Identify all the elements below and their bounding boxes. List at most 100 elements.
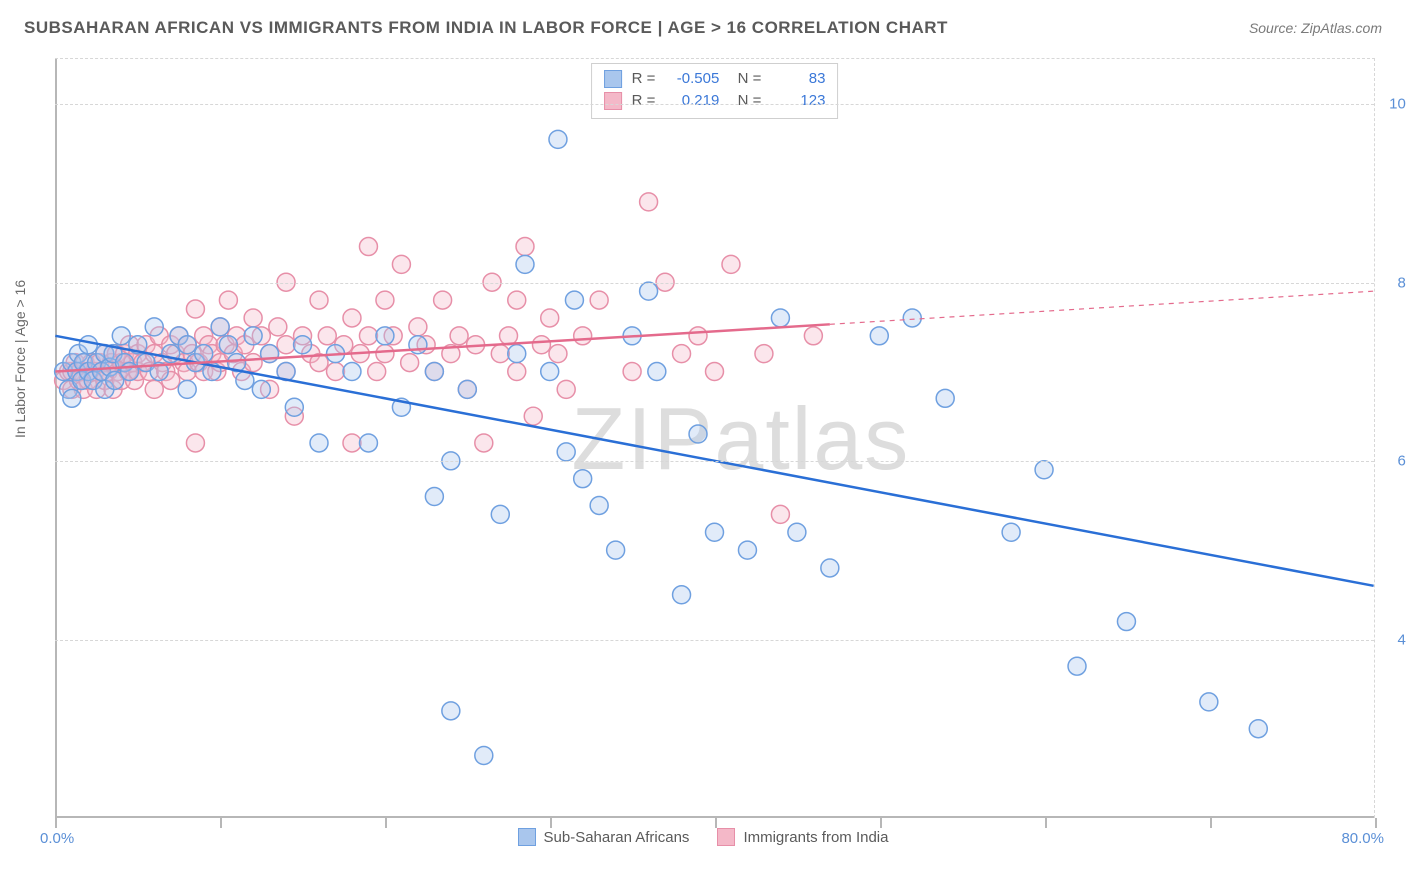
swatch-india bbox=[717, 828, 735, 846]
scatter-point-subsaharan bbox=[425, 363, 443, 381]
scatter-point-subsaharan bbox=[178, 336, 196, 354]
x-tick bbox=[550, 818, 552, 828]
scatter-point-subsaharan bbox=[343, 363, 361, 381]
scatter-point-subsaharan bbox=[788, 523, 806, 541]
scatter-point-subsaharan bbox=[771, 309, 789, 327]
scatter-point-india bbox=[771, 505, 789, 523]
scatter-point-india bbox=[269, 318, 287, 336]
scatter-point-subsaharan bbox=[648, 363, 666, 381]
scatter-point-india bbox=[640, 193, 658, 211]
scatter-point-subsaharan bbox=[516, 255, 534, 273]
scatter-point-india bbox=[244, 354, 262, 372]
scatter-point-india bbox=[450, 327, 468, 345]
scatter-point-subsaharan bbox=[640, 282, 658, 300]
x-tick bbox=[715, 818, 717, 828]
chart-svg bbox=[55, 59, 1374, 818]
x-tick bbox=[1210, 818, 1212, 828]
scatter-point-subsaharan bbox=[425, 488, 443, 506]
y-axis-title: In Labor Force | Age > 16 bbox=[12, 280, 28, 438]
scatter-point-india bbox=[145, 380, 163, 398]
stat-n-label: N = bbox=[729, 68, 761, 90]
scatter-point-india bbox=[475, 434, 493, 452]
scatter-point-subsaharan bbox=[689, 425, 707, 443]
scatter-point-subsaharan bbox=[607, 541, 625, 559]
scatter-point-india bbox=[368, 363, 386, 381]
scatter-point-india bbox=[508, 291, 526, 309]
chart-title: SUBSAHARAN AFRICAN VS IMMIGRANTS FROM IN… bbox=[24, 18, 948, 38]
scatter-point-subsaharan bbox=[121, 363, 139, 381]
scatter-point-subsaharan bbox=[1249, 720, 1267, 738]
x-tick bbox=[385, 818, 387, 828]
scatter-point-subsaharan bbox=[475, 747, 493, 765]
scatter-point-india bbox=[623, 363, 641, 381]
gridline-h bbox=[55, 640, 1374, 641]
scatter-point-india bbox=[524, 407, 542, 425]
scatter-point-subsaharan bbox=[178, 380, 196, 398]
stat-n-label: N = bbox=[729, 90, 761, 112]
y-tick-label: 80.0% bbox=[1380, 274, 1406, 291]
scatter-point-india bbox=[401, 354, 419, 372]
scatter-point-subsaharan bbox=[458, 380, 476, 398]
scatter-point-india bbox=[541, 309, 559, 327]
scatter-point-india bbox=[186, 434, 204, 452]
scatter-point-india bbox=[574, 327, 592, 345]
stat-r-label: R = bbox=[632, 90, 656, 112]
scatter-point-subsaharan bbox=[1117, 613, 1135, 631]
stat-r-label: R = bbox=[632, 68, 656, 90]
trendline-dashed-india bbox=[830, 291, 1374, 324]
scatter-point-subsaharan bbox=[557, 443, 575, 461]
legend-label: Sub-Saharan Africans bbox=[544, 829, 690, 846]
scatter-point-india bbox=[491, 345, 509, 363]
scatter-point-india bbox=[376, 291, 394, 309]
scatter-point-subsaharan bbox=[549, 130, 567, 148]
scatter-point-subsaharan bbox=[376, 327, 394, 345]
scatter-point-subsaharan bbox=[738, 541, 756, 559]
scatter-point-subsaharan bbox=[359, 434, 377, 452]
gridline-h bbox=[55, 461, 1374, 462]
scatter-point-subsaharan bbox=[903, 309, 921, 327]
scatter-point-subsaharan bbox=[219, 336, 237, 354]
scatter-point-subsaharan bbox=[541, 363, 559, 381]
x-tick bbox=[1375, 818, 1377, 828]
stat-n-value-india: 123 bbox=[771, 90, 825, 112]
scatter-point-subsaharan bbox=[565, 291, 583, 309]
scatter-point-india bbox=[549, 345, 567, 363]
scatter-point-subsaharan bbox=[294, 336, 312, 354]
scatter-point-india bbox=[557, 380, 575, 398]
legend-label: Immigrants from India bbox=[743, 829, 888, 846]
scatter-point-subsaharan bbox=[244, 327, 262, 345]
scatter-point-subsaharan bbox=[508, 345, 526, 363]
swatch-subsaharan bbox=[518, 828, 536, 846]
scatter-point-india bbox=[500, 327, 518, 345]
scatter-point-subsaharan bbox=[285, 398, 303, 416]
scatter-point-subsaharan bbox=[211, 318, 229, 336]
scatter-point-india bbox=[186, 300, 204, 318]
scatter-point-subsaharan bbox=[79, 336, 97, 354]
scatter-point-india bbox=[755, 345, 773, 363]
stat-n-value-subsaharan: 83 bbox=[771, 68, 825, 90]
scatter-point-subsaharan bbox=[252, 380, 270, 398]
scatter-point-subsaharan bbox=[1035, 461, 1053, 479]
scatter-point-india bbox=[434, 291, 452, 309]
swatch-india bbox=[604, 92, 622, 110]
gridline-h bbox=[55, 104, 1374, 105]
scatter-point-india bbox=[392, 255, 410, 273]
scatter-point-india bbox=[359, 327, 377, 345]
scatter-point-india bbox=[277, 336, 295, 354]
y-tick-label: 60.0% bbox=[1380, 453, 1406, 470]
y-tick-label: 40.0% bbox=[1380, 632, 1406, 649]
scatter-point-subsaharan bbox=[195, 345, 213, 363]
scatter-point-subsaharan bbox=[1002, 523, 1020, 541]
y-tick-label: 100.0% bbox=[1380, 95, 1406, 112]
x-tick bbox=[1045, 818, 1047, 828]
scatter-point-india bbox=[219, 291, 237, 309]
title-bar: SUBSAHARAN AFRICAN VS IMMIGRANTS FROM IN… bbox=[24, 18, 1382, 38]
scatter-point-subsaharan bbox=[590, 496, 608, 514]
scatter-point-india bbox=[722, 255, 740, 273]
plot-area: ZIPatlas R = -0.505 N = 83 R = 0.219 N =… bbox=[55, 58, 1375, 818]
legend-item-subsaharan: Sub-Saharan Africans bbox=[518, 828, 690, 846]
swatch-subsaharan bbox=[604, 70, 622, 88]
scatter-point-india bbox=[706, 363, 724, 381]
stats-row-india: R = 0.219 N = 123 bbox=[604, 90, 826, 112]
scatter-point-india bbox=[359, 238, 377, 256]
